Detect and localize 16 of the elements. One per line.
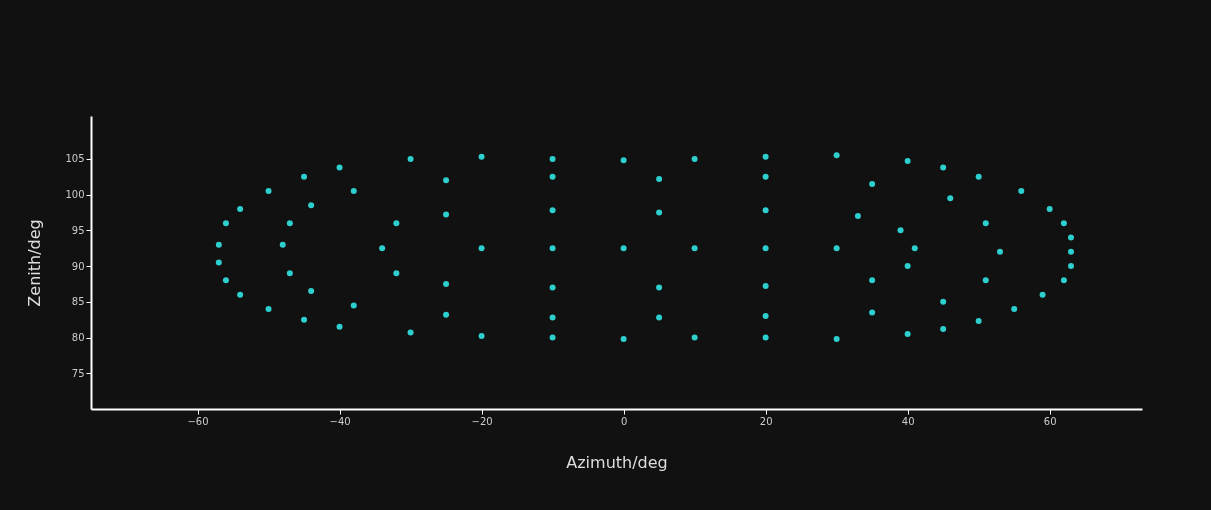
y-tick-label: 80 bbox=[71, 332, 85, 344]
y-axis-title: Zenith/deg bbox=[25, 219, 45, 307]
x-tick-label: −60 bbox=[187, 415, 209, 427]
y-tick-label: 100 bbox=[65, 189, 85, 201]
x-axis-title: Azimuth/deg bbox=[566, 452, 668, 472]
y-tick-label: 105 bbox=[65, 153, 85, 165]
x-tick-label: 0 bbox=[620, 415, 628, 427]
x-tick-label: −20 bbox=[471, 415, 493, 427]
y-tick-label: 90 bbox=[71, 260, 85, 272]
x-tick-label: −40 bbox=[329, 415, 351, 427]
y-tick-label: 75 bbox=[71, 367, 85, 379]
x-tick-label: 60 bbox=[1043, 415, 1057, 427]
x-tick-label: 40 bbox=[901, 415, 915, 427]
y-tick-label: 95 bbox=[71, 224, 85, 236]
y-tick-label: 85 bbox=[71, 296, 85, 308]
x-tick-label: 20 bbox=[759, 415, 773, 427]
